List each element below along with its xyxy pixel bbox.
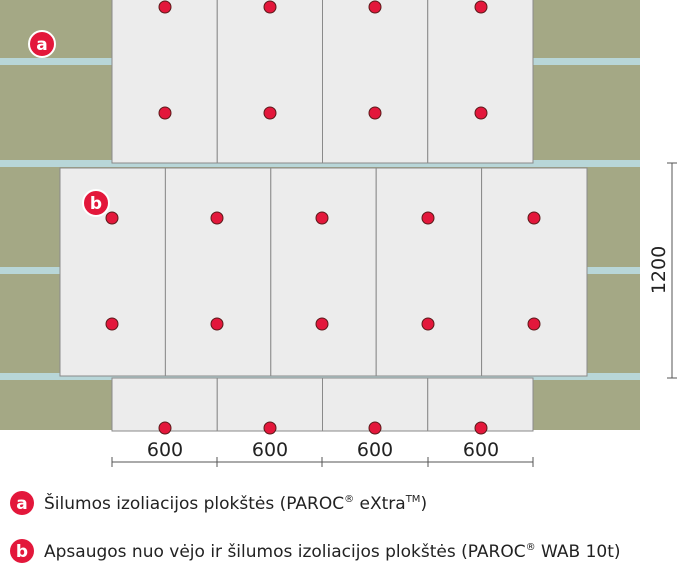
anchor bbox=[263, 106, 277, 120]
anchor bbox=[105, 211, 119, 225]
marker-b bbox=[82, 189, 110, 217]
anchor bbox=[158, 421, 172, 435]
legend-marker bbox=[10, 491, 34, 515]
anchor bbox=[368, 0, 382, 14]
panel bbox=[59, 167, 166, 377]
marker-a bbox=[28, 30, 56, 58]
anchor bbox=[105, 317, 119, 331]
anchors bbox=[105, 0, 541, 435]
marker-label: b bbox=[90, 194, 102, 214]
panels bbox=[59, 0, 588, 432]
panel bbox=[270, 167, 377, 377]
marker-label: a bbox=[36, 35, 47, 55]
anchor bbox=[158, 0, 172, 14]
anchor bbox=[210, 317, 224, 331]
anchor bbox=[474, 106, 488, 120]
anchor bbox=[210, 211, 224, 225]
panel bbox=[427, 0, 534, 164]
anchor bbox=[527, 317, 541, 331]
anchor bbox=[315, 211, 329, 225]
panel bbox=[322, 0, 429, 164]
anchor bbox=[368, 421, 382, 435]
legend-marker-label: b bbox=[16, 542, 28, 562]
legend-marker bbox=[10, 539, 34, 563]
legend-marker-label: a bbox=[16, 494, 27, 514]
anchor bbox=[474, 0, 488, 14]
dimension: 600 bbox=[463, 439, 499, 461]
dimension: 600 bbox=[147, 439, 183, 461]
anchor bbox=[263, 0, 277, 14]
anchor bbox=[315, 317, 329, 331]
anchor bbox=[527, 211, 541, 225]
legend-text: Šilumos izoliacijos plokštės (PAROC® eXt… bbox=[44, 492, 427, 514]
anchor bbox=[368, 106, 382, 120]
panel bbox=[216, 0, 323, 164]
legend-text: Apsaugos nuo vėjo ir šilumos izoliacijos… bbox=[44, 542, 621, 562]
panel bbox=[111, 0, 218, 164]
dimension-lines bbox=[111, 162, 677, 467]
dimension: 600 bbox=[357, 439, 393, 461]
anchor bbox=[421, 317, 435, 331]
anchor bbox=[421, 211, 435, 225]
anchor bbox=[158, 106, 172, 120]
panel bbox=[375, 167, 483, 377]
panel bbox=[481, 167, 588, 377]
anchor bbox=[474, 421, 488, 435]
dimension: 1200 bbox=[648, 246, 670, 294]
dimension: 600 bbox=[252, 439, 288, 461]
panel bbox=[164, 167, 272, 377]
anchor bbox=[263, 421, 277, 435]
